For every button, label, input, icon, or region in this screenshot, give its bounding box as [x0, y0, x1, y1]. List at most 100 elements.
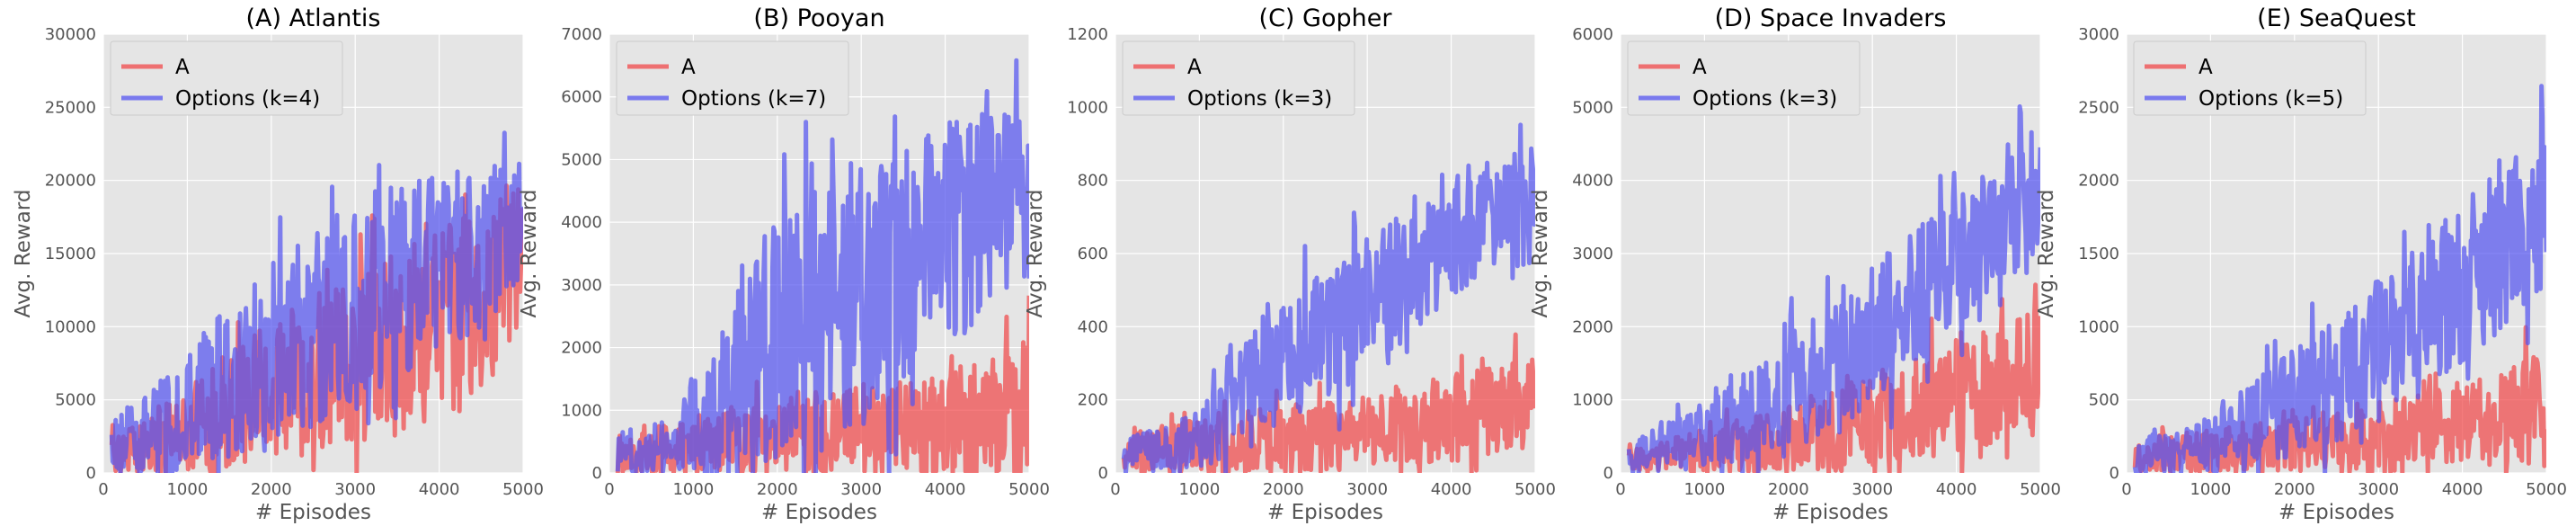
y-tick-label: 0: [592, 464, 602, 483]
x-tick-label: 0: [2121, 480, 2131, 499]
legend-label: A: [681, 56, 696, 79]
chart-title: (C) Gopher: [1259, 4, 1393, 32]
x-tick-label: 4000: [925, 480, 966, 499]
y-axis-label: Avg. Reward: [12, 190, 35, 318]
x-tick-label: 2000: [251, 480, 292, 499]
x-tick-label: 5000: [502, 480, 544, 499]
legend: A Options (k=7): [616, 40, 849, 116]
y-tick-label: 0: [86, 464, 96, 483]
x-tick-label: 1000: [1683, 480, 1725, 499]
y-axis-label: Avg. Reward: [518, 190, 541, 318]
y-tick-label: 500: [2089, 391, 2119, 410]
x-tick-label: 5000: [2020, 480, 2061, 499]
x-tick-label: 1000: [1178, 480, 1220, 499]
chart-panel: 0 1000 2000 3000 4000 5000 0 5000 10000 15000 2000…: [12, 4, 544, 524]
y-tick-label: 0: [1603, 464, 1613, 483]
y-tick-label: 25000: [45, 98, 96, 117]
series-line: [1626, 104, 2040, 473]
y-tick-label: 0: [1098, 464, 1108, 483]
y-tick-label: 1000: [561, 401, 602, 420]
legend-frame: [1122, 40, 1355, 116]
legend-frame: [1627, 40, 1861, 116]
y-tick-label: 5000: [1572, 98, 1613, 117]
legend: A Options (k=3): [1122, 40, 1355, 116]
y-tick-label: 600: [1078, 245, 1108, 263]
x-tick-label: 4000: [2442, 480, 2483, 499]
y-axis-label: Avg. Reward: [1529, 190, 1552, 318]
x-tick-label: 5000: [1008, 480, 1050, 499]
x-tick-label: 3000: [1852, 480, 1893, 499]
x-tick-label: 2000: [1768, 480, 1809, 499]
y-tick-label: 2000: [561, 339, 602, 358]
series-line: [1121, 122, 1535, 473]
y-tick-label: 1500: [2078, 245, 2119, 263]
y-tick-label: 15000: [45, 245, 96, 263]
x-tick-label: 0: [98, 480, 108, 499]
y-tick-label: 1200: [1067, 25, 1108, 44]
y-tick-label: 800: [1078, 172, 1108, 191]
chart-title: (A) Atlantis: [245, 4, 380, 32]
y-tick-label: 4000: [1572, 172, 1613, 191]
x-axis-label: # Episodes: [255, 501, 371, 524]
legend-label: Options (k=3): [1187, 87, 1332, 111]
legend-frame: [616, 40, 849, 116]
y-tick-label: 4000: [561, 213, 602, 232]
x-tick-label: 3000: [840, 480, 882, 499]
y-tick-label: 30000: [45, 25, 96, 44]
x-tick-label: 2000: [1263, 480, 1304, 499]
y-tick-label: 200: [1078, 391, 1108, 410]
y-tick-label: 5000: [561, 150, 602, 169]
chart-panel: 0 1000 2000 3000 4000 5000 0 500 1000 1500 2000 250…: [2035, 4, 2567, 524]
chart-panel: 0 1000 2000 3000 4000 5000 0 200 400 600 800 1000 12…: [1024, 4, 1556, 524]
series-line: [2132, 84, 2546, 473]
x-tick-label: 3000: [1346, 480, 1388, 499]
legend-label: Options (k=3): [1692, 87, 1837, 111]
legend-label: A: [1187, 56, 1202, 79]
y-tick-label: 1000: [2078, 317, 2119, 336]
legend: A Options (k=3): [1627, 40, 1861, 116]
series-line: [615, 58, 1029, 473]
x-axis-label: # Episodes: [761, 501, 877, 524]
y-tick-label: 2500: [2078, 98, 2119, 117]
legend-label: Options (k=5): [2198, 87, 2343, 111]
y-tick-label: 5000: [55, 391, 96, 410]
series-line: [109, 130, 523, 473]
x-tick-label: 2000: [2274, 480, 2315, 499]
x-tick-label: 5000: [1515, 480, 1556, 499]
chart-panel: 0 1000 2000 3000 4000 5000 0 1000 2000 3000 4000 50…: [518, 4, 1050, 524]
legend-label: A: [2198, 56, 2213, 79]
x-axis-label: # Episodes: [2278, 501, 2394, 524]
series-line: [1626, 282, 2040, 473]
y-axis-label: Avg. Reward: [2035, 190, 2058, 318]
x-axis-label: # Episodes: [1772, 501, 1888, 524]
y-axis-label: Avg. Reward: [1024, 190, 1047, 318]
x-tick-label: 0: [604, 480, 614, 499]
chart-title: (B) Pooyan: [753, 4, 884, 32]
x-tick-label: 0: [1110, 480, 1120, 499]
y-tick-label: 1000: [1067, 98, 1108, 117]
legend-label: A: [175, 56, 190, 79]
legend-label: A: [1692, 56, 1707, 79]
y-tick-label: 400: [1078, 317, 1108, 336]
chart-panel: 0 1000 2000 3000 4000 5000 0 1000 2000 3000 4000 50…: [1529, 4, 2061, 524]
y-tick-label: 10000: [45, 317, 96, 336]
chart-title: (E) SeaQuest: [2257, 4, 2416, 32]
x-tick-label: 3000: [334, 480, 376, 499]
y-tick-label: 0: [2110, 464, 2119, 483]
y-tick-label: 20000: [45, 172, 96, 191]
chart-title: (D) Space Invaders: [1715, 4, 1947, 32]
x-tick-label: 1000: [672, 480, 714, 499]
legend-label: Options (k=7): [681, 87, 826, 111]
x-tick-label: 3000: [2358, 480, 2399, 499]
legend-frame: [110, 40, 343, 116]
legend-label: Options (k=4): [175, 87, 320, 111]
y-tick-label: 1000: [1572, 391, 1613, 410]
y-tick-label: 3000: [1572, 245, 1613, 263]
y-tick-label: 6000: [561, 88, 602, 107]
legend: A Options (k=4): [110, 40, 343, 116]
legend: A Options (k=5): [2133, 40, 2367, 116]
y-tick-label: 3000: [561, 276, 602, 295]
y-tick-label: 7000: [561, 25, 602, 44]
x-axis-label: # Episodes: [1267, 501, 1383, 524]
